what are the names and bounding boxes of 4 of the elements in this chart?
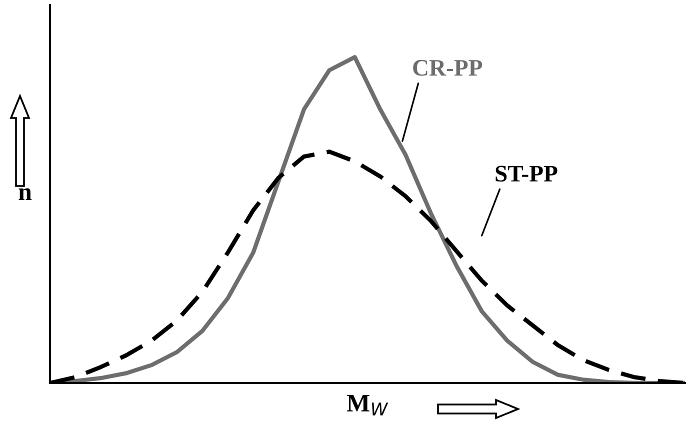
x-axis-title: M$_{W}$	[346, 394, 388, 416]
y-axis-title: n	[18, 188, 32, 200]
series-label: CR-PP	[413, 60, 482, 76]
text: ST-PP	[496, 166, 558, 182]
